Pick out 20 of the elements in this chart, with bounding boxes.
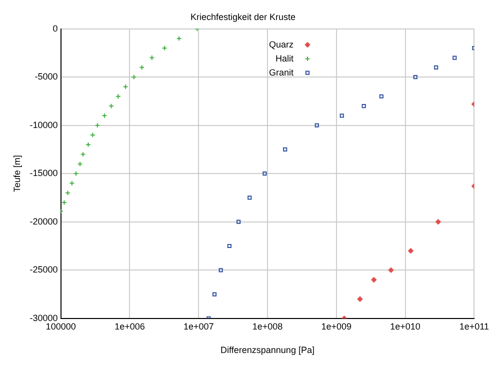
- x-tick-label: 1e+010: [390, 321, 420, 332]
- x-tick-label: 1e+009: [321, 321, 352, 332]
- x-tick-label: 1e+006: [114, 321, 145, 332]
- x-tick-label: 1e+007: [183, 321, 214, 332]
- y-tick-label: -20000: [30, 216, 58, 226]
- x-axis-title: Differenzspannung [Pa]: [220, 345, 314, 356]
- y-tick-label: -10000: [30, 120, 58, 130]
- y-tick-label: -25000: [30, 264, 58, 275]
- chart-title: Kriechfestigkeit der Kruste: [190, 12, 296, 22]
- x-tick-label: 1e+008: [252, 321, 283, 332]
- legend-label: Granit: [268, 67, 294, 78]
- y-axis-title: Teufe [m]: [12, 155, 22, 192]
- y-tick-label: -15000: [30, 168, 58, 178]
- legend-label: Halit: [275, 53, 294, 64]
- legend-label: Quarz: [268, 39, 294, 50]
- y-tick-label: -30000: [30, 312, 58, 323]
- y-tick-label: 0: [52, 23, 58, 34]
- y-tick-label: -5000: [34, 72, 58, 82]
- x-tick-label: 1e+011: [459, 321, 490, 332]
- x-tick-label: 100000: [46, 321, 76, 332]
